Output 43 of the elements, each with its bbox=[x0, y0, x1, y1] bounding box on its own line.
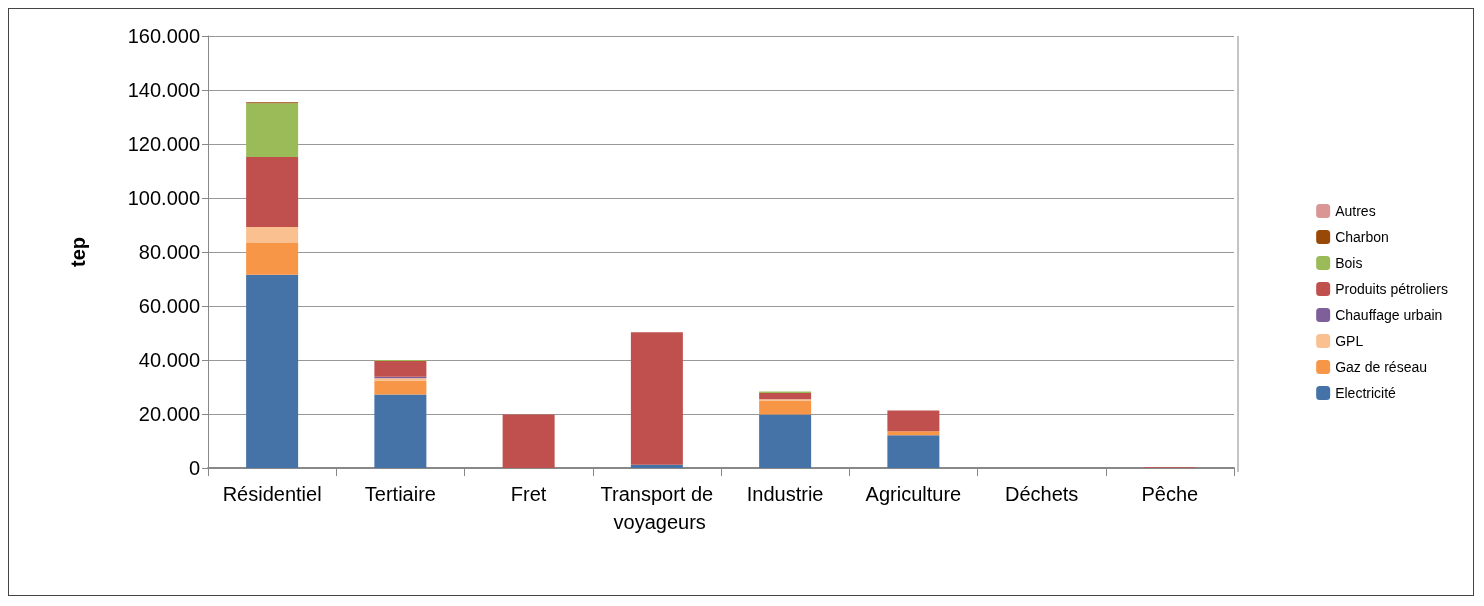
bar bbox=[246, 156, 299, 227]
y-tick-label: 140.000 bbox=[127, 79, 200, 101]
x-tick-label: Pêche bbox=[1141, 483, 1199, 505]
y-axis-title: tep bbox=[67, 237, 89, 267]
bar bbox=[246, 243, 299, 275]
x-tick-label: Industrie bbox=[746, 483, 824, 505]
bar bbox=[246, 274, 299, 468]
y-tick-label: 120.000 bbox=[127, 133, 200, 155]
x-tick-label: Transport de voyageurs bbox=[600, 483, 714, 533]
legend-label: Charbon bbox=[1335, 229, 1389, 245]
bar bbox=[374, 380, 427, 395]
x-tick-label: Agriculture bbox=[865, 483, 962, 505]
bar bbox=[374, 394, 427, 468]
legend-label: Gaz de réseau bbox=[1335, 359, 1428, 375]
y-tick-label: 20.000 bbox=[138, 403, 200, 425]
bar bbox=[759, 392, 812, 400]
bar bbox=[887, 410, 940, 432]
x-tick-label: Déchets bbox=[1004, 483, 1079, 505]
bar bbox=[887, 435, 940, 468]
bar bbox=[502, 414, 555, 468]
bar bbox=[374, 361, 427, 377]
y-tick-label: 160.000 bbox=[127, 25, 200, 47]
x-tick-label: Fret bbox=[510, 483, 547, 505]
y-tick-label: 100.000 bbox=[127, 187, 200, 209]
y-tick-label: 40.000 bbox=[138, 349, 200, 371]
x-tick-label: Résidentiel bbox=[222, 483, 322, 505]
legend-label: GPL bbox=[1335, 333, 1364, 349]
bar bbox=[759, 400, 812, 415]
legend-label: Electricité bbox=[1335, 385, 1397, 401]
legend-label: Autres bbox=[1335, 203, 1376, 219]
bar bbox=[246, 103, 299, 157]
legend-label: Produits pétroliers bbox=[1335, 281, 1448, 297]
bar bbox=[246, 226, 299, 244]
x-tick-label: Tertiaire bbox=[364, 483, 436, 505]
bar bbox=[630, 464, 683, 468]
legend-label: Chauffage urbain bbox=[1335, 307, 1443, 323]
legend-label: Bois bbox=[1335, 255, 1363, 271]
y-tick-label: 80.000 bbox=[138, 241, 200, 263]
bar bbox=[887, 431, 940, 436]
y-tick-label: 0 bbox=[188, 457, 200, 479]
y-tick-label: 60.000 bbox=[138, 295, 200, 317]
bar bbox=[759, 414, 812, 468]
bar bbox=[630, 332, 683, 465]
